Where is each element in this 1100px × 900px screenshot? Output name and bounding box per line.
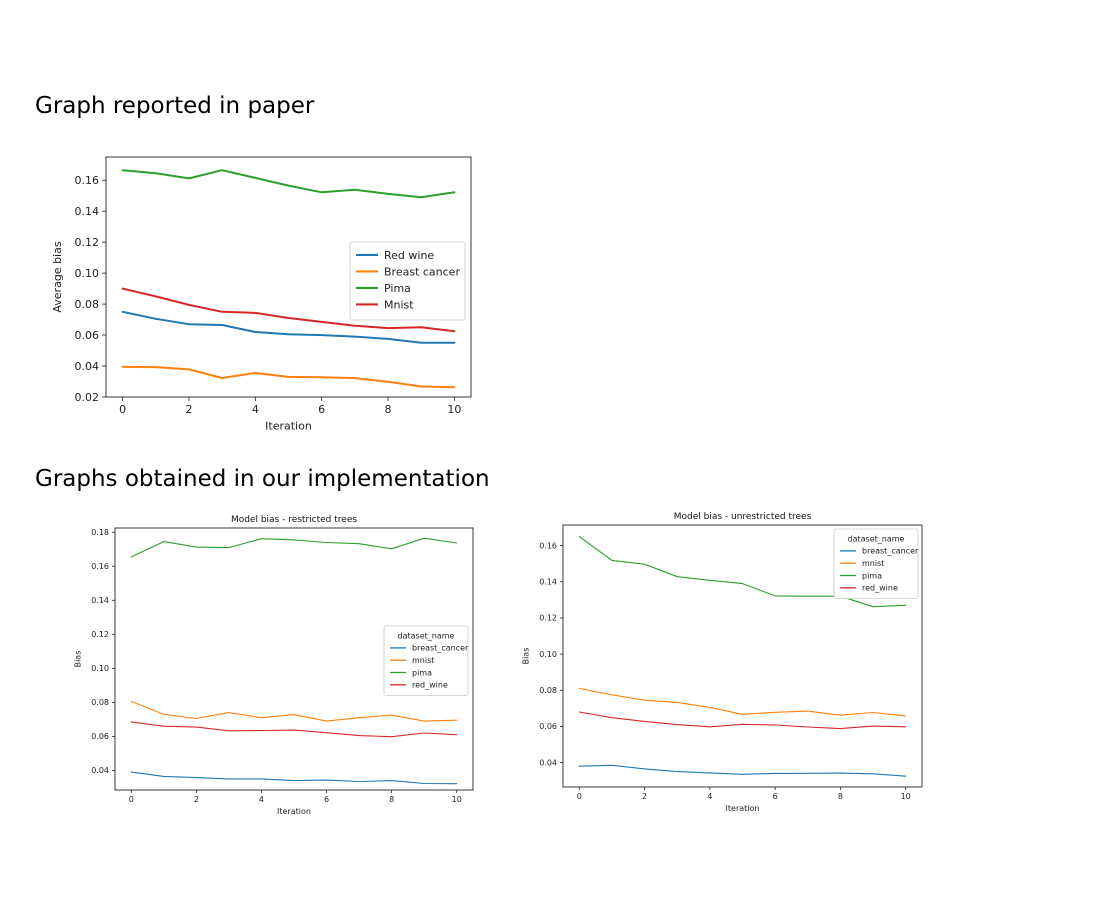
y-tick-label: 0.04 bbox=[91, 766, 109, 775]
y-tick-label: 0.12 bbox=[75, 236, 100, 249]
y-tick-label: 0.10 bbox=[91, 664, 109, 673]
y-tick-label: 0.14 bbox=[539, 578, 557, 587]
y-tick-label: 0.16 bbox=[91, 562, 109, 571]
y-tick-label: 0.06 bbox=[539, 722, 557, 731]
heading-reported-graph: Graph reported in paper bbox=[35, 93, 315, 119]
series-line-pima bbox=[130, 537, 458, 558]
y-tick-label: 0.04 bbox=[539, 758, 557, 767]
legend-title: dataset_name bbox=[398, 631, 455, 640]
legend-label: breast_cancer bbox=[412, 644, 469, 653]
series-line-breast-cancer bbox=[121, 365, 456, 389]
x-tick-label: 10 bbox=[447, 403, 461, 416]
legend-label: mnist bbox=[412, 656, 434, 665]
series-line-breast-cancer bbox=[578, 764, 907, 777]
y-tick-label: 0.14 bbox=[91, 596, 109, 605]
legend-label: pima bbox=[412, 668, 432, 677]
legend-title: dataset_name bbox=[848, 534, 905, 543]
x-axis-label: Iteration bbox=[726, 804, 760, 813]
legend-label: Pima bbox=[384, 282, 411, 295]
x-tick-label: 2 bbox=[194, 795, 199, 804]
series-line-breast-cancer bbox=[130, 771, 458, 785]
series-line-red-wine bbox=[130, 721, 458, 738]
y-axis-label: Bias bbox=[73, 651, 82, 668]
y-axis-label: Bias bbox=[521, 648, 530, 665]
x-tick-label: 4 bbox=[707, 792, 712, 801]
x-tick-label: 0 bbox=[119, 403, 126, 416]
y-tick-label: 0.14 bbox=[75, 205, 100, 218]
y-axis-label: Average bias bbox=[51, 241, 64, 312]
legend-label: pima bbox=[862, 571, 882, 580]
legend-box bbox=[383, 625, 469, 696]
x-tick-label: 10 bbox=[452, 795, 462, 804]
y-tick-label: 0.02 bbox=[75, 391, 100, 404]
legend: Red wine Breast cancer Pima Mnist bbox=[349, 241, 466, 321]
y-tick-label: 0.10 bbox=[539, 650, 557, 659]
x-axis-label: Iteration bbox=[265, 419, 312, 432]
legend-box bbox=[349, 241, 466, 321]
legend-label: red_wine bbox=[862, 584, 898, 593]
y-tick-label: 0.16 bbox=[539, 541, 557, 550]
x-tick-label: 10 bbox=[901, 792, 911, 801]
x-tick-label: 2 bbox=[642, 792, 647, 801]
plot-frame bbox=[114, 527, 474, 791]
legend-label: breast_cancer bbox=[862, 547, 919, 556]
series-line-mnist bbox=[121, 287, 456, 333]
legend-label: Mnist bbox=[384, 298, 414, 311]
y-tick-label: 0.12 bbox=[539, 614, 557, 623]
series-line-red-wine bbox=[578, 711, 907, 730]
plot-frame bbox=[105, 156, 472, 398]
x-tick-label: 0 bbox=[577, 792, 582, 801]
y-tick-label: 0.08 bbox=[539, 686, 557, 695]
y-tick-label: 0.08 bbox=[91, 698, 109, 707]
y-tick-label: 0.10 bbox=[75, 267, 100, 280]
y-tick-label: 0.18 bbox=[91, 528, 109, 537]
chart-title: Model bias - unrestricted trees bbox=[674, 512, 812, 522]
y-tick-label: 0.12 bbox=[91, 630, 109, 639]
x-tick-label: 6 bbox=[318, 403, 325, 416]
series-line-red-wine bbox=[121, 310, 456, 344]
x-tick-label: 4 bbox=[252, 403, 259, 416]
y-tick-label: 0.16 bbox=[75, 174, 100, 187]
x-tick-label: 8 bbox=[389, 795, 394, 804]
x-tick-label: 8 bbox=[385, 403, 392, 416]
legend-label: Red wine bbox=[384, 249, 434, 262]
y-tick-label: 0.06 bbox=[75, 329, 100, 342]
x-tick-label: 6 bbox=[773, 792, 778, 801]
x-tick-label: 4 bbox=[259, 795, 264, 804]
x-tick-label: 0 bbox=[129, 795, 134, 804]
x-axis-label: Iteration bbox=[277, 807, 311, 816]
series-line-pima bbox=[121, 169, 456, 199]
y-tick-label: 0.08 bbox=[75, 298, 100, 311]
plot-frame bbox=[562, 524, 923, 788]
legend-label: mnist bbox=[862, 559, 884, 568]
y-tick-label: 0.06 bbox=[91, 732, 109, 741]
x-tick-label: 2 bbox=[185, 403, 192, 416]
chart-title: Model bias - restricted trees bbox=[231, 515, 357, 525]
x-tick-label: 6 bbox=[324, 795, 329, 804]
series-line-mnist bbox=[578, 687, 907, 717]
heading-obtained-graphs: Graphs obtained in our implementation bbox=[35, 466, 490, 492]
series-line-mnist bbox=[130, 700, 458, 722]
legend-label: Breast cancer bbox=[384, 265, 460, 278]
legend-box bbox=[833, 528, 919, 599]
legend-label: red_wine bbox=[412, 681, 448, 690]
series-line-pima bbox=[578, 536, 907, 608]
y-tick-label: 0.04 bbox=[75, 360, 100, 373]
x-tick-label: 8 bbox=[838, 792, 843, 801]
